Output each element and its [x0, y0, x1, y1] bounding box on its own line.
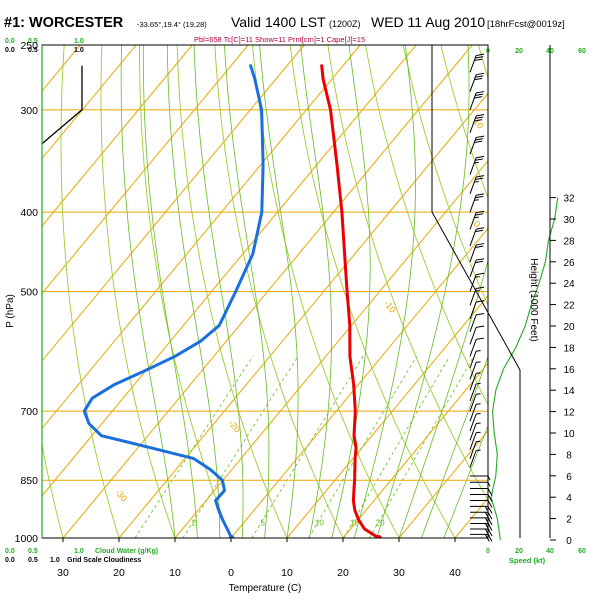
wind-top-0: 0	[486, 48, 490, 55]
temperature-tick-label: 10	[169, 567, 181, 579]
temperature-tick-label: 30	[393, 567, 405, 579]
wind-top-40: 40	[546, 48, 554, 55]
cloud-bottom-05: 0.5	[28, 548, 38, 555]
y-axis-title: P (hPa)	[5, 294, 16, 328]
station-title: #1: WORCESTER	[4, 15, 124, 31]
pressure-tick-label: 250	[20, 40, 38, 52]
height-tick-label: 26	[563, 258, 575, 269]
cloud-water-label: Cloud Water (g/Kg)	[95, 548, 158, 555]
cloud-scale-1: 1.0	[74, 38, 84, 45]
height-tick-label: 16	[563, 365, 575, 376]
temperature-tick-label: 0	[228, 567, 234, 579]
height-tick-label: 30	[563, 215, 575, 226]
height-tick-label: 20	[563, 322, 575, 333]
forecast-label: [18hrFcst@0019z]	[487, 19, 565, 30]
height-tick-label: 32	[563, 194, 575, 205]
wind-bottom-40: 40	[546, 548, 554, 555]
wind-bottom-0: 0	[486, 548, 490, 555]
height-tick-label: 28	[563, 236, 575, 247]
cloudiness-bottom-0: 0.0	[5, 557, 15, 564]
cloud-scale-0: 0.0	[5, 38, 15, 45]
cloudiness-scale-1: 1.0	[74, 47, 84, 54]
x-axis-title: Temperature (C)	[229, 583, 302, 594]
height-tick-label: 4	[566, 493, 572, 504]
pressure-tick-label: 400	[20, 207, 38, 219]
height-tick-label: 0	[566, 536, 572, 547]
pressure-tick-label: 700	[20, 406, 38, 418]
cloud-bottom-1: 1.0	[74, 548, 84, 555]
temperature-tick-label: 30	[57, 567, 69, 579]
mixing-ratio-label: 5	[260, 518, 265, 527]
height-tick-label: 22	[563, 301, 575, 312]
wind-top-20: 20	[515, 48, 523, 55]
pressure-tick-label: 850	[20, 475, 38, 487]
pressure-tick-label: 1000	[15, 533, 39, 545]
wind-bottom-60: 60	[578, 548, 586, 555]
grid-cloudiness-label: Grid Scale Cloudiness	[67, 557, 141, 564]
temperature-tick-label: 10	[281, 567, 293, 579]
height-axis-title: Height (1000 Feet)	[528, 258, 539, 341]
valid-date: WED 11 Aug 2010	[371, 14, 485, 30]
mixing-ratio-label: 2	[192, 518, 197, 527]
station-coords: -33.65°,19.4° (19,28)	[137, 20, 207, 29]
speed-label: Speed (kt)	[509, 556, 546, 565]
temperature-tick-label: 20	[337, 567, 349, 579]
cloudiness-bottom-05: 0.5	[28, 557, 38, 564]
temperature-tick-label: 20	[113, 567, 125, 579]
valid-utc: (1200Z)	[329, 19, 361, 29]
cloudiness-scale-0: 0.0	[5, 47, 15, 54]
pressure-tick-label: 300	[20, 105, 38, 117]
height-tick-label: 24	[563, 279, 575, 290]
mixing-ratio-label: 10	[315, 518, 324, 527]
pressure-tick-label: 500	[20, 287, 38, 299]
height-tick-label: 12	[563, 408, 575, 419]
cloudiness-bottom-1: 1.0	[50, 557, 60, 564]
height-tick-label: 14	[563, 386, 575, 397]
height-tick-label: 2	[566, 515, 572, 526]
wind-bottom-20: 20	[515, 548, 523, 555]
wind-top-60: 60	[578, 48, 586, 55]
mixing-ratio-label: 20	[376, 518, 385, 527]
cloud-bottom-0: 0.0	[5, 548, 15, 555]
valid-label: Valid 1400 LST	[231, 14, 326, 30]
height-tick-label: 8	[566, 450, 572, 461]
height-tick-label: 18	[563, 343, 575, 354]
stability-indices: Pbl=658 Tc[C]=11 Show=11 Prnt[cm]=1 Cape…	[194, 35, 365, 44]
temperature-tick-label: 40	[449, 567, 461, 579]
height-tick-label: 6	[566, 472, 572, 483]
height-tick-label: 10	[563, 429, 575, 440]
